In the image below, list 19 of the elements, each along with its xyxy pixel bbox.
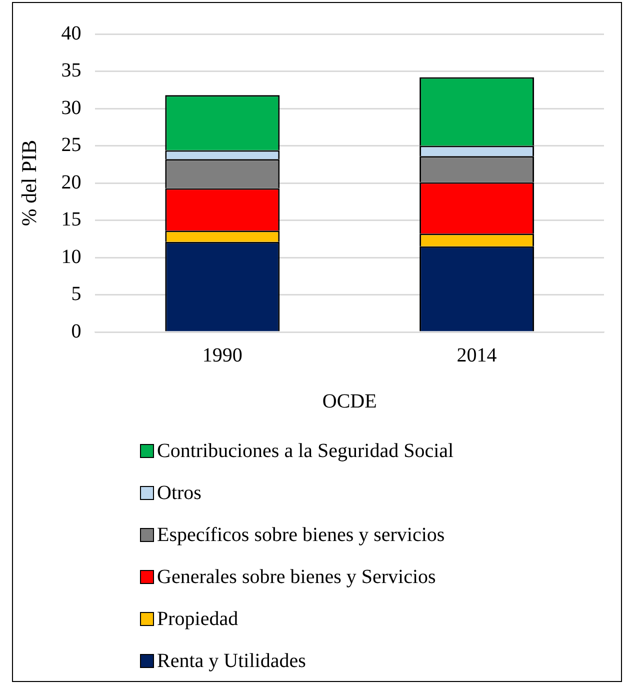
legend-label: Otros — [157, 482, 202, 504]
x-tick-label: 1990 — [202, 344, 242, 366]
legend-label: Renta y Utilidades — [157, 650, 306, 672]
y-tick-label: 5 — [71, 283, 82, 305]
y-axis-title: % del PIB — [17, 140, 42, 226]
x-tick-label: 2014 — [456, 344, 497, 366]
y-tick-label: 15 — [61, 208, 82, 230]
y-tick-label: 25 — [61, 134, 82, 156]
y-tick-label: 20 — [61, 171, 82, 194]
y-tick-label: 40 — [61, 22, 82, 44]
y-tick-label: 0 — [71, 320, 82, 342]
legend-label: Contribuciones a la Seguridad Social — [157, 440, 454, 462]
x-axis-title: OCDE — [322, 390, 377, 412]
y-tick-label: 30 — [61, 96, 82, 119]
legend-label: Propiedad — [157, 608, 238, 630]
y-tick-label: 35 — [61, 60, 82, 82]
y-tick-label: 10 — [61, 246, 82, 268]
legend-label: Generales sobre bienes y Servicios — [157, 566, 436, 588]
legend-label: Específicos sobre bienes y servicios — [157, 524, 445, 546]
